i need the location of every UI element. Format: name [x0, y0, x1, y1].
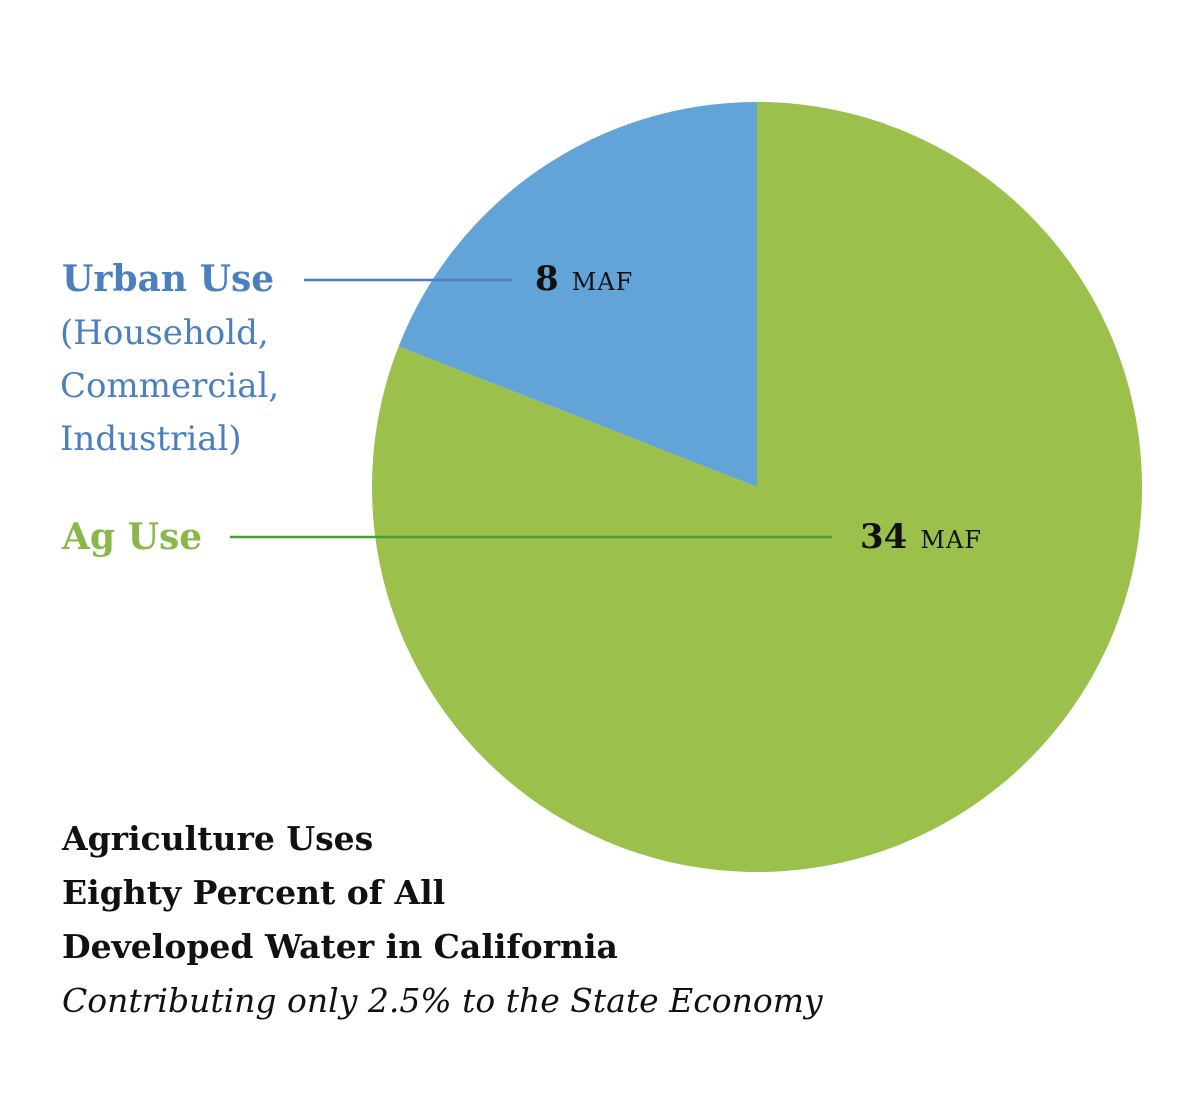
pie-slices	[372, 102, 1142, 872]
urban-use-slice	[398, 102, 757, 487]
ag-value-label: 34 MAF	[860, 517, 982, 557]
chart-title-line-2: Eighty Percent of All	[62, 873, 446, 912]
ag-value-number: 34	[860, 517, 907, 557]
ag-use-slice	[372, 102, 1142, 872]
urban-value-number: 8	[535, 259, 559, 299]
urban-value-label: 8 MAF	[535, 259, 633, 299]
chart-subtitle: Contributing only 2.5% to the State Econ…	[62, 981, 823, 1020]
urban-use-detail-commercial: Commercial,	[60, 366, 279, 406]
ag-use-label: Ag Use	[61, 516, 202, 558]
ag-value-unit: MAF	[920, 526, 982, 554]
chart-title-line-3: Developed Water in California	[62, 927, 618, 966]
urban-use-label: Urban Use	[62, 258, 274, 300]
chart-caption: Agriculture Uses Eighty Percent of All D…	[62, 812, 1162, 1028]
urban-use-detail-household: (Household,	[60, 313, 269, 353]
urban-value-unit: MAF	[572, 268, 634, 296]
urban-use-detail-industrial: Industrial)	[60, 419, 242, 459]
chart-title-line-1: Agriculture Uses	[62, 819, 374, 858]
